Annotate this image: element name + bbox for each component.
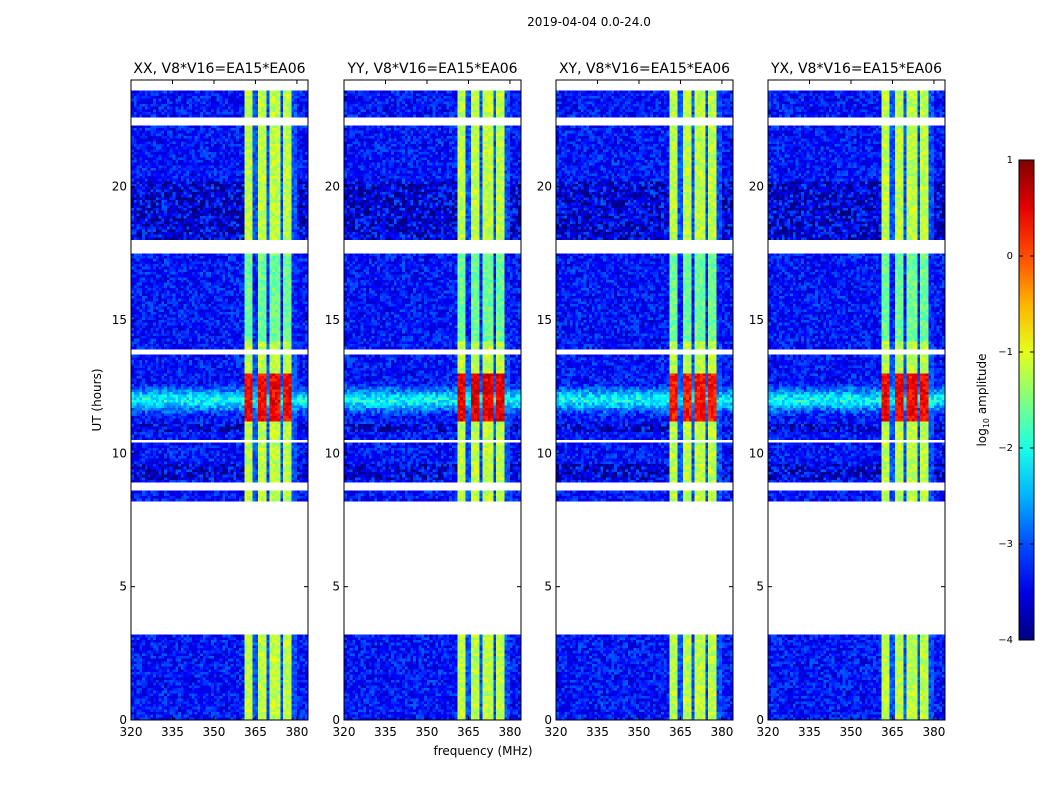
y-tick-label: 10 xyxy=(112,446,127,460)
panel-frame xyxy=(130,79,309,721)
panel-heatmap xyxy=(344,80,521,720)
colorbar-tick-label: −1 xyxy=(998,347,1013,358)
y-axis-label: UT (hours) xyxy=(90,368,104,431)
x-tick-label: 365 xyxy=(457,725,480,739)
x-tick-label: 335 xyxy=(161,725,184,739)
y-tick-label: 15 xyxy=(749,313,764,327)
colorbar-tick-label: 0 xyxy=(1007,251,1013,262)
colorbar-label: log10 amplitude xyxy=(975,354,991,447)
y-tick-label: 0 xyxy=(544,713,552,727)
y-tick-label: 15 xyxy=(537,313,552,327)
panel-1: YY, V8*V16=EA15*EA06 320 335 350 365 380 0 5 10 1… xyxy=(325,61,522,739)
panel-title: YX, V8*V16=EA15*EA06 xyxy=(770,61,942,77)
y-tick-label: 15 xyxy=(112,313,127,327)
panel-3: YX, V8*V16=EA15*EA06 320 335 350 365 380 0 5 10 1… xyxy=(749,61,946,739)
x-tick-label: 350 xyxy=(203,725,226,739)
x-tick-label: 365 xyxy=(244,725,267,739)
y-tick-label: 0 xyxy=(332,713,340,727)
x-axis-label: frequency (MHz) xyxy=(433,744,532,758)
x-tick-label: 320 xyxy=(545,725,568,739)
colorbar-gradient xyxy=(1018,159,1035,641)
panel-title: XX, V8*V16=EA15*EA06 xyxy=(133,61,305,77)
x-tick-label: 320 xyxy=(757,725,780,739)
panel-frame xyxy=(343,79,522,721)
panel-frame xyxy=(555,79,734,721)
y-tick-label: 5 xyxy=(756,580,764,594)
panels-group: XX, V8*V16=EA15*EA06 320 335 350 365 380 0 5 10 1… xyxy=(112,61,946,739)
x-tick-label: 320 xyxy=(120,725,143,739)
x-tick-label: 350 xyxy=(628,725,651,739)
panel-0: XX, V8*V16=EA15*EA06 320 335 350 365 380 0 5 10 1… xyxy=(112,61,309,739)
panel-heatmap xyxy=(768,80,945,720)
y-tick-label: 10 xyxy=(325,446,340,460)
colorbar-tick-label: −2 xyxy=(998,443,1013,454)
panel-frame xyxy=(767,79,946,721)
y-tick-label: 20 xyxy=(749,180,764,194)
colorbar-tick-label: −3 xyxy=(998,539,1013,550)
x-tick-label: 365 xyxy=(669,725,692,739)
colorbar-tick-label: 1 xyxy=(1007,155,1013,166)
colorbar: log10 amplitude 1 0 −1 −2 −3 −4 xyxy=(975,155,1035,646)
y-tick-label: 20 xyxy=(325,180,340,194)
x-tick-label: 350 xyxy=(840,725,863,739)
x-tick-label: 380 xyxy=(710,725,733,739)
x-tick-label: 335 xyxy=(798,725,821,739)
panel-title: XY, V8*V16=EA15*EA06 xyxy=(559,61,730,77)
y-tick-label: 10 xyxy=(749,446,764,460)
panel-2: XY, V8*V16=EA15*EA06 320 335 350 365 380 0 5 10 1… xyxy=(537,61,734,739)
y-tick-label: 5 xyxy=(544,580,552,594)
figure-suptitle: 2019-04-04 0.0-24.0 xyxy=(527,15,651,29)
x-tick-label: 335 xyxy=(374,725,397,739)
y-tick-label: 15 xyxy=(325,313,340,327)
x-tick-label: 380 xyxy=(498,725,521,739)
y-tick-label: 20 xyxy=(537,180,552,194)
x-tick-label: 335 xyxy=(586,725,609,739)
y-tick-label: 10 xyxy=(537,446,552,460)
x-tick-label: 365 xyxy=(881,725,904,739)
panel-title: YY, V8*V16=EA15*EA06 xyxy=(346,61,517,77)
x-tick-label: 380 xyxy=(285,725,308,739)
y-tick-label: 5 xyxy=(119,580,127,594)
panel-heatmap xyxy=(131,80,308,720)
y-tick-label: 20 xyxy=(112,180,127,194)
y-tick-label: 5 xyxy=(332,580,340,594)
x-tick-label: 380 xyxy=(922,725,945,739)
y-tick-label: 0 xyxy=(119,713,127,727)
x-tick-label: 350 xyxy=(416,725,439,739)
x-tick-label: 320 xyxy=(333,725,356,739)
panel-heatmap xyxy=(556,80,733,720)
colorbar-tick-label: −4 xyxy=(998,635,1013,646)
y-tick-label: 0 xyxy=(756,713,764,727)
